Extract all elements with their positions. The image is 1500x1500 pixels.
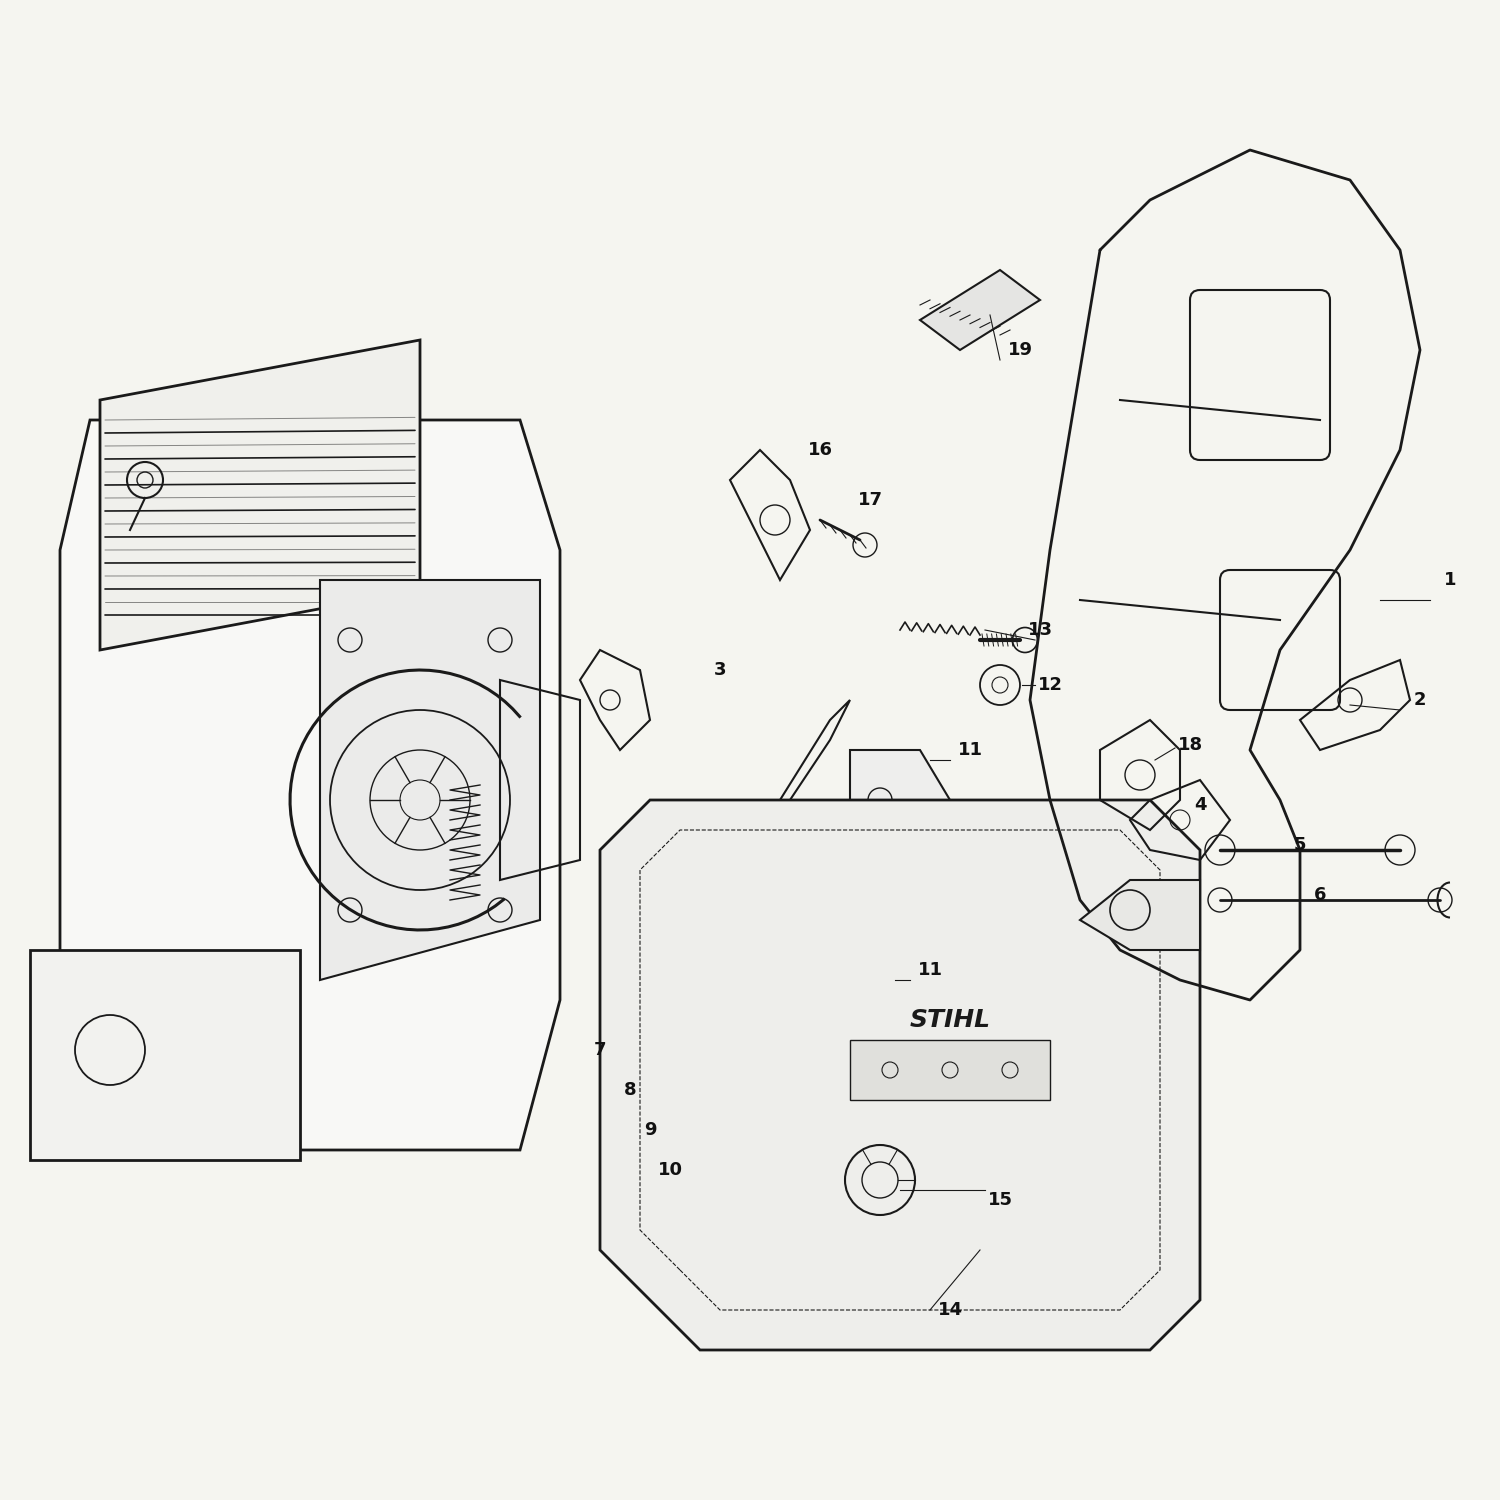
Text: 14: 14 [938,1300,963,1318]
Polygon shape [600,800,1200,1350]
Text: 6: 6 [1314,886,1326,904]
Text: 13: 13 [1028,621,1053,639]
Text: 7: 7 [594,1041,606,1059]
Polygon shape [30,950,300,1160]
Polygon shape [100,340,420,650]
Polygon shape [850,750,950,850]
FancyBboxPatch shape [1190,290,1330,460]
Text: 11: 11 [957,741,982,759]
Text: 8: 8 [624,1082,636,1100]
Text: 16: 16 [807,441,832,459]
Polygon shape [830,920,920,1020]
Polygon shape [850,1040,1050,1100]
FancyBboxPatch shape [1220,570,1340,710]
Text: STIHL: STIHL [909,1008,990,1032]
Text: 4: 4 [1194,796,1206,814]
Text: 17: 17 [858,490,882,508]
Text: 3: 3 [714,662,726,680]
Text: 1: 1 [1443,572,1456,590]
Text: 5: 5 [1293,836,1306,854]
Text: 15: 15 [987,1191,1012,1209]
Text: 9: 9 [644,1120,657,1138]
Text: 11: 11 [918,962,942,980]
Text: 2: 2 [1413,692,1426,709]
Polygon shape [920,270,1040,350]
Text: 18: 18 [1178,736,1203,754]
Polygon shape [320,580,540,980]
Polygon shape [60,420,560,1150]
Text: 19: 19 [1008,340,1032,358]
Text: 10: 10 [657,1161,682,1179]
Text: 12: 12 [1038,676,1062,694]
Polygon shape [1080,880,1200,950]
